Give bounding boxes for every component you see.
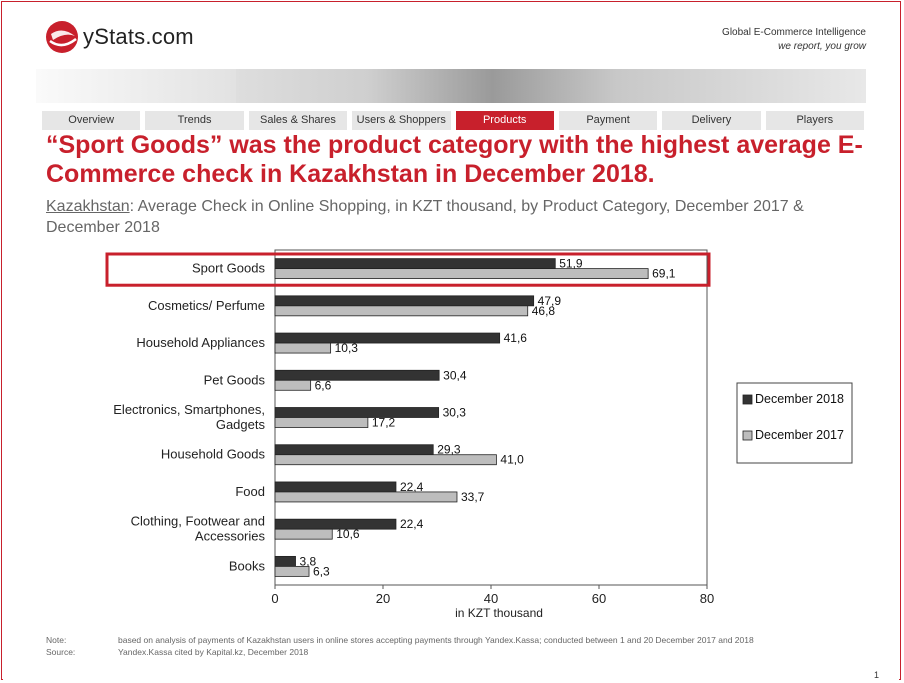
bar-dec-2017 <box>274 268 649 280</box>
bar-dec-2018 <box>274 332 501 344</box>
data-label: 30,3 <box>443 406 467 420</box>
legend-box <box>736 382 853 464</box>
bar-dec-2017 <box>274 565 310 577</box>
category-label: Cosmetics/ Perfume <box>148 298 265 313</box>
header-banner <box>36 69 866 103</box>
category-label: Books <box>229 558 266 573</box>
bar-dec-2017 <box>274 491 458 503</box>
category-label: Household Goods <box>161 447 266 462</box>
highlight-box <box>105 252 711 287</box>
data-label: 6,3 <box>313 564 330 578</box>
tab-overview[interactable]: Overview <box>42 111 141 130</box>
bar-dec-2018 <box>274 444 434 456</box>
note-text: based on analysis of payments of Kazakhs… <box>118 635 754 645</box>
bar-dec-2017 <box>274 528 333 540</box>
x-tick-label: 80 <box>700 591 714 606</box>
category-label: Electronics, Smartphones, <box>113 402 265 417</box>
brand-logo[interactable]: yStats.com <box>45 20 194 54</box>
footnotes: Note: based on analysis of payments of Ka… <box>46 634 754 658</box>
logo-mark-icon <box>45 20 79 54</box>
data-label: 22,4 <box>400 517 424 531</box>
category-label: Accessories <box>195 529 266 544</box>
note-label: Note: <box>46 635 67 645</box>
tab-products[interactable]: Products <box>455 111 554 130</box>
x-tick-label: 0 <box>271 591 278 606</box>
tab-trends[interactable]: Trends <box>145 111 244 130</box>
bar-dec-2018 <box>274 295 535 307</box>
source-label: Source: <box>46 647 76 657</box>
bar-dec-2018 <box>274 258 556 270</box>
source-text: Yandex.Kassa cited by Kapital.kz, Decemb… <box>118 647 309 657</box>
tab-payment[interactable]: Payment <box>558 111 658 130</box>
data-label: 17,2 <box>372 416 396 430</box>
category-label: Household Appliances <box>136 335 265 350</box>
bar-dec-2017 <box>274 379 312 391</box>
data-label: 46,8 <box>532 304 556 318</box>
subtitle-rest: : Average Check in Online Shopping, in K… <box>46 198 804 236</box>
bar-dec-2018 <box>274 369 440 381</box>
data-label: 33,7 <box>461 490 485 504</box>
x-axis-label: in KZT thousand <box>455 606 543 620</box>
legend-entry: December 2017 <box>755 428 844 442</box>
data-label: 47,9 <box>538 294 562 308</box>
tagline-line-2: we report, you grow <box>778 41 866 52</box>
legend-swatch-dec-2018 <box>742 394 753 405</box>
bar-dec-2017 <box>274 342 332 354</box>
data-label: 10,6 <box>336 527 360 541</box>
category-label: Pet Goods <box>204 372 266 387</box>
tab-players[interactable]: Players <box>765 111 864 130</box>
bar-dec-2017 <box>274 305 529 317</box>
data-label: 51,9 <box>559 257 583 271</box>
data-label: 69,1 <box>652 267 676 281</box>
tab-sales-shares[interactable]: Sales & Shares <box>248 111 348 130</box>
tagline: Global E-Commerce Intelligence we report… <box>722 26 866 54</box>
legend-swatch-dec-2017 <box>742 430 753 441</box>
data-label: 6,6 <box>315 378 332 392</box>
data-label: 3,8 <box>300 554 317 568</box>
data-label: 10,3 <box>335 341 359 355</box>
bar-dec-2017 <box>274 454 497 466</box>
category-label: Gadgets <box>216 417 266 432</box>
bar-dec-2018 <box>274 407 440 418</box>
data-label: 30,4 <box>443 368 467 382</box>
data-label: 41,6 <box>504 331 528 345</box>
tab-delivery[interactable]: Delivery <box>662 111 761 130</box>
x-tick-label: 20 <box>376 591 390 606</box>
legend-entry: December 2018 <box>755 392 844 406</box>
bar-dec-2018 <box>274 481 397 493</box>
bar-dec-2017 <box>274 417 369 428</box>
data-label: 29,3 <box>437 443 461 457</box>
data-label: 22,4 <box>400 480 424 494</box>
x-tick-label: 40 <box>484 591 498 606</box>
page-number: 1 <box>874 670 880 680</box>
chart-subtitle: Kazakhstan: Average Check in Online Shop… <box>46 196 866 238</box>
data-label: 41,0 <box>500 453 524 467</box>
logo-text: yStats.com <box>83 24 194 49</box>
page-headline: “Sport Goods” was the product category w… <box>46 131 863 188</box>
nav-tabs: Overview Trends Sales & Shares Users & Shop… <box>42 111 864 130</box>
bar-dec-2018 <box>274 518 397 530</box>
category-label: Clothing, Footwear and <box>131 514 265 529</box>
tagline-line-1: Global E-Commerce Intelligence <box>722 27 866 38</box>
category-label: Sport Goods <box>192 261 265 276</box>
tab-users-shoppers[interactable]: Users & Shoppers <box>352 111 451 130</box>
bar-dec-2018 <box>274 555 296 567</box>
category-label: Food <box>235 484 265 499</box>
x-tick-label: 60 <box>592 591 606 606</box>
subtitle-country: Kazakhstan <box>46 198 130 215</box>
